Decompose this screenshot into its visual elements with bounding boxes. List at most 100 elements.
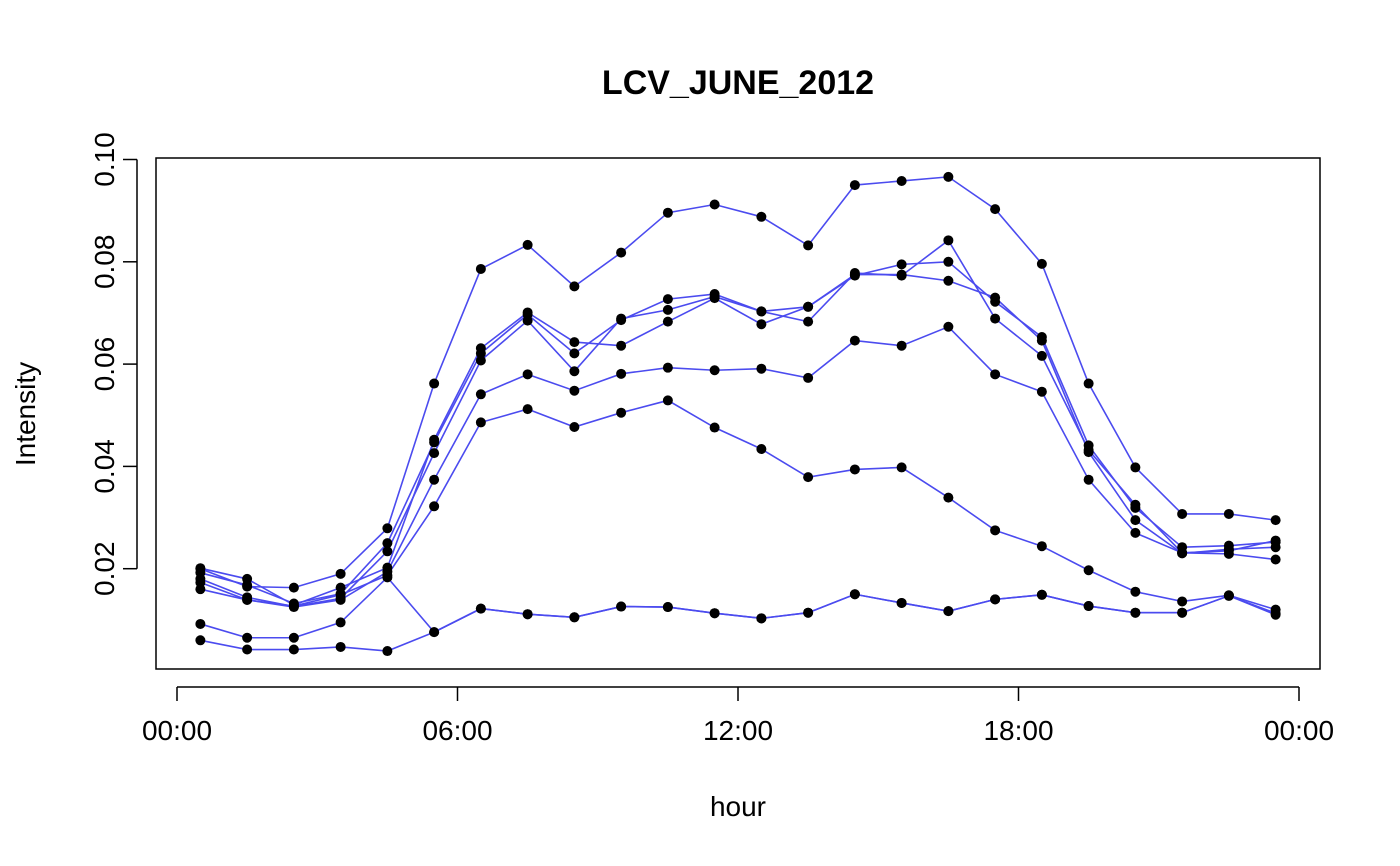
data-point — [382, 546, 393, 557]
data-point — [522, 369, 533, 380]
data-point — [1036, 541, 1047, 552]
x-axis-label: hour — [710, 791, 766, 822]
data-point — [1270, 535, 1281, 546]
data-point — [1036, 258, 1047, 269]
data-point — [849, 464, 860, 475]
data-point — [1083, 601, 1094, 612]
chart-title: LCV_JUNE_2012 — [602, 64, 874, 102]
data-point — [475, 355, 486, 366]
y-tick-label: 0.04 — [89, 439, 120, 494]
data-point — [429, 437, 440, 448]
x-tick-label: 18:00 — [983, 715, 1053, 746]
data-point — [943, 256, 954, 267]
data-point — [522, 239, 533, 250]
data-point — [1036, 335, 1047, 346]
data-point — [1223, 590, 1234, 601]
data-point — [1130, 527, 1141, 538]
data-point — [1223, 545, 1234, 556]
data-point — [288, 601, 299, 612]
data-point — [429, 627, 440, 638]
data-point — [943, 235, 954, 246]
data-point — [662, 395, 673, 406]
data-point — [382, 646, 393, 657]
series-line — [200, 176, 1276, 589]
data-point — [242, 632, 253, 643]
data-point — [1130, 607, 1141, 618]
data-point — [335, 568, 346, 579]
data-point — [990, 204, 1001, 215]
data-point — [616, 368, 627, 379]
data-point — [475, 389, 486, 400]
x-tick-label: 00:00 — [1264, 715, 1334, 746]
data-point — [1177, 508, 1188, 519]
data-point — [429, 448, 440, 459]
data-point — [288, 582, 299, 593]
data-point — [1083, 378, 1094, 389]
data-point — [429, 378, 440, 389]
data-point — [756, 613, 767, 624]
data-point — [803, 301, 814, 312]
data-point — [1270, 554, 1281, 565]
data-point — [522, 609, 533, 620]
data-point — [709, 422, 720, 433]
data-point — [662, 207, 673, 218]
data-point — [616, 340, 627, 351]
data-point — [429, 501, 440, 512]
data-point — [1270, 609, 1281, 620]
data-point — [195, 635, 206, 646]
data-point — [569, 337, 580, 348]
data-point — [569, 366, 580, 377]
data-point — [896, 259, 907, 270]
data-point — [662, 602, 673, 613]
data-point — [335, 617, 346, 628]
data-point — [1130, 499, 1141, 510]
data-point — [475, 263, 486, 274]
data-point — [662, 294, 673, 305]
data-point — [1130, 515, 1141, 526]
data-point — [756, 444, 767, 455]
data-point — [990, 525, 1001, 536]
data-point — [616, 247, 627, 258]
data-point — [569, 422, 580, 433]
data-point — [803, 472, 814, 483]
data-point — [896, 462, 907, 473]
data-point — [569, 385, 580, 396]
data-point — [896, 270, 907, 281]
y-axis: 0.02 0.04 0.06 0.08 0.10 — [89, 132, 138, 596]
data-point — [1036, 350, 1047, 361]
data-point — [756, 306, 767, 317]
y-tick-label: 0.10 — [89, 132, 120, 187]
data-point — [1177, 596, 1188, 607]
data-point — [943, 275, 954, 286]
data-point — [896, 340, 907, 351]
data-point — [475, 417, 486, 428]
data-point — [662, 362, 673, 373]
data-point — [1083, 565, 1094, 576]
data-point — [195, 563, 206, 574]
data-point — [382, 572, 393, 583]
data-point — [522, 404, 533, 415]
series-line — [200, 239, 1276, 608]
x-tick-label: 06:00 — [422, 715, 492, 746]
data-point — [382, 523, 393, 534]
data-point — [849, 335, 860, 346]
plot-area-frame — [155, 157, 1321, 670]
data-point — [990, 369, 1001, 380]
series-line — [200, 273, 1276, 605]
data-point — [709, 199, 720, 210]
data-point — [569, 281, 580, 292]
x-tick-label: 12:00 — [703, 715, 773, 746]
data-point — [803, 607, 814, 618]
x-tick-label: 00:00 — [142, 715, 212, 746]
data-point — [475, 348, 486, 359]
y-tick-label: 0.08 — [89, 235, 120, 290]
data-point — [335, 589, 346, 600]
data-point — [1130, 462, 1141, 473]
data-point — [803, 240, 814, 251]
series-line — [200, 593, 1276, 652]
data-point — [1223, 508, 1234, 519]
data-point — [1083, 445, 1094, 456]
data-point — [756, 211, 767, 222]
y-axis-label: Intensity — [10, 362, 41, 466]
